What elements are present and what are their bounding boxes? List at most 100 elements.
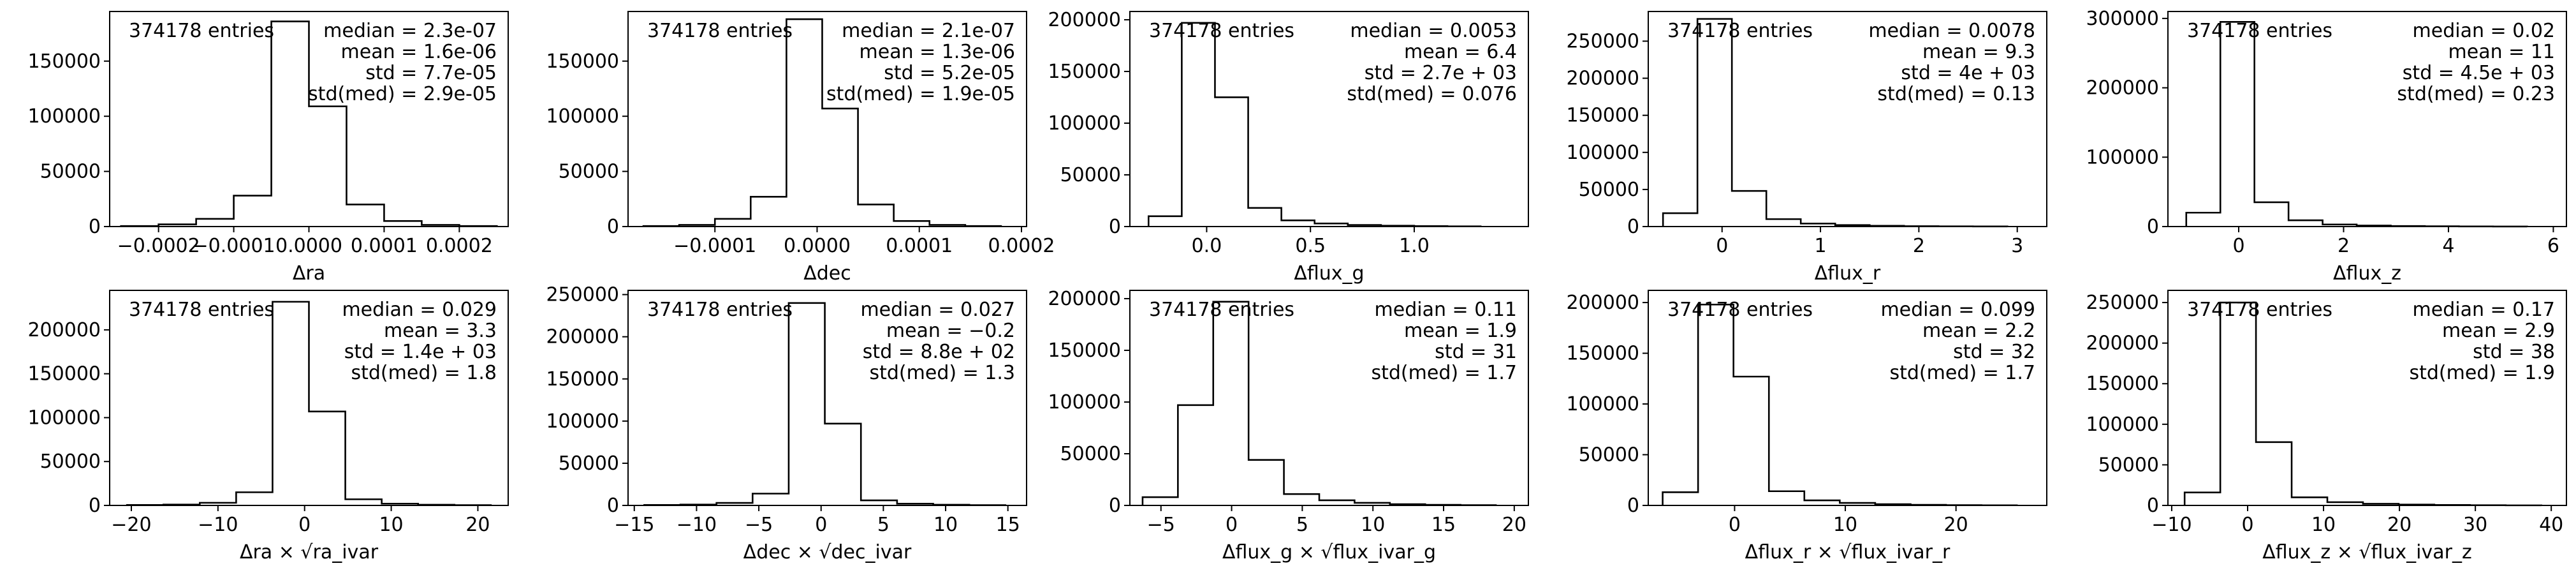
x-tick-label: −5 — [745, 514, 773, 536]
y-tick-label: 0 — [2147, 495, 2159, 517]
stats-line: std = 7.7e-05 — [365, 62, 497, 84]
y-tick-label: 200000 — [27, 319, 101, 341]
y-tick-label: 50000 — [1579, 444, 1639, 466]
y-tick-label: 150000 — [1048, 340, 1121, 362]
x-tick-label: 0 — [2241, 514, 2253, 536]
x-tick-label: 0.0002 — [988, 235, 1055, 257]
y-tick-label: 50000 — [1060, 443, 1121, 465]
x-tick-label: 15 — [1431, 514, 1456, 536]
stats-line: median = 0.11 — [1375, 299, 1517, 321]
stats-line: mean = 6.4 — [1404, 41, 1517, 63]
stats-line: median = 2.1e-07 — [842, 20, 1015, 42]
y-tick-label: 0 — [2147, 216, 2159, 238]
stats-line: std = 4.5e + 03 — [2403, 62, 2555, 84]
x-axis-label: Δra — [293, 262, 325, 285]
x-tick-label: 20 — [2387, 514, 2411, 536]
x-tick-label: 0.0000 — [275, 235, 342, 257]
y-tick-label: 150000 — [1566, 343, 1639, 365]
entries-annotation: 374178 entries — [1667, 299, 1813, 321]
entries-annotation: 374178 entries — [129, 299, 274, 321]
x-tick-label: 0 — [1226, 514, 1238, 536]
y-tick-label: 100000 — [2086, 146, 2159, 168]
y-tick-label: 100000 — [1566, 393, 1639, 415]
y-tick-label: 100000 — [27, 105, 101, 128]
axes-frame — [109, 290, 509, 506]
histogram-panel-5: 0 2 4 6 0 100000 200000 300000 Δflux_z 374178 ent… — [2086, 8, 2567, 285]
y-tick-label: 50000 — [559, 161, 619, 183]
entries-annotation: 374178 entries — [647, 20, 793, 42]
histogram-panel-8: −5 0 5 10 15 20 0 50000 100000 150000 200000 Δflux_… — [1048, 288, 1529, 563]
x-tick-label: 6 — [2547, 235, 2559, 257]
x-tick-label: −10 — [198, 514, 238, 536]
stats-line: mean = 2.2 — [1922, 320, 2035, 342]
stats-line: median = 0.02 — [2413, 20, 2555, 42]
x-axis-label: Δflux_g × √flux_ivar_g — [1222, 541, 1436, 563]
x-tick-label: 0 — [1716, 235, 1728, 257]
stats-line: median = 0.0078 — [1868, 20, 2035, 42]
stats-line: mean = −0.2 — [886, 320, 1015, 342]
x-tick-label: 0.0000 — [784, 235, 851, 257]
histogram-panel-6: −20 −10 0 10 20 0 50000 100000 150000 200000 Δra ×… — [27, 290, 509, 563]
y-tick-label: 100000 — [1048, 112, 1121, 135]
axes-frame — [627, 11, 1027, 227]
stats-line: median = 2.3e-07 — [323, 20, 497, 42]
y-tick-label: 50000 — [1060, 164, 1121, 186]
y-tick-label: 100000 — [546, 105, 619, 128]
histogram-step-line — [643, 302, 1007, 506]
histogram-step-line — [126, 301, 492, 506]
x-axis-label: Δflux_z × √flux_ivar_z — [2262, 541, 2471, 563]
x-tick-label: −0.0002 — [117, 235, 200, 257]
x-tick-label: 10 — [379, 514, 403, 536]
histogram-panel-2: −0.0001 0.0000 0.0001 0.0002 0 50000 100000 150… — [546, 11, 1055, 285]
x-tick-label: 0 — [2232, 235, 2244, 257]
x-tick-label: 2 — [1913, 235, 1925, 257]
axes-frame — [1648, 11, 2047, 227]
x-tick-label: 40 — [2539, 514, 2563, 536]
stats-line: std = 5.2e-05 — [884, 62, 1015, 84]
stats-line: std(med) = 0.23 — [2397, 83, 2555, 105]
y-tick-label: 100000 — [1048, 391, 1121, 414]
x-tick-label: 20 — [1502, 514, 1526, 536]
stats-line: std(med) = 1.7 — [1372, 362, 1518, 384]
entries-annotation: 374178 entries — [129, 20, 274, 42]
x-tick-label: 0.5 — [1295, 235, 1326, 257]
y-tick-label: 0 — [607, 495, 619, 517]
y-tick-label: 0 — [1109, 216, 1121, 238]
x-tick-label: 0 — [298, 514, 311, 536]
y-tick-label: 200000 — [2086, 332, 2159, 355]
x-tick-label: −10 — [2151, 514, 2192, 536]
y-tick-label: 200000 — [1048, 288, 1121, 310]
entries-annotation: 374178 entries — [2187, 299, 2332, 321]
x-axis-label: Δdec × √dec_ivar — [743, 541, 912, 563]
x-tick-label: 0.0002 — [426, 235, 493, 257]
x-axis-label: Δdec — [803, 262, 851, 285]
x-tick-label: 5 — [1296, 514, 1308, 536]
x-tick-label: 3 — [2011, 235, 2023, 257]
x-axis-label: Δflux_g — [1294, 262, 1364, 285]
stats-line: mean = 1.9 — [1404, 320, 1517, 342]
stats-line: std = 8.8e + 02 — [863, 341, 1015, 363]
y-tick-label: 200000 — [1566, 68, 1639, 90]
y-tick-label: 100000 — [1566, 142, 1639, 164]
x-tick-label: −5 — [1147, 514, 1175, 536]
histogram-panel-4: 0 1 2 3 0 50000 100000 150000 200000 250000 Δflux_… — [1566, 11, 2047, 285]
x-tick-label: 1.0 — [1399, 235, 1430, 257]
x-tick-label: 0.0001 — [351, 235, 418, 257]
x-axis-label: Δflux_r × √flux_ivar_r — [1745, 541, 1950, 563]
x-tick-label: 15 — [996, 514, 1020, 536]
y-tick-label: 150000 — [1048, 61, 1121, 83]
entries-annotation: 374178 entries — [1149, 299, 1294, 321]
y-tick-label: 200000 — [1566, 292, 1639, 314]
x-tick-label: 1 — [1815, 235, 1827, 257]
y-tick-label: 200000 — [1048, 9, 1121, 31]
y-tick-label: 150000 — [27, 50, 101, 73]
y-tick-label: 150000 — [546, 368, 619, 391]
y-tick-label: 0 — [89, 495, 101, 517]
axes-frame — [2167, 11, 2567, 227]
entries-annotation: 374178 entries — [2187, 20, 2332, 42]
x-axis-label: Δflux_r — [1815, 262, 1881, 285]
y-tick-label: 150000 — [2086, 373, 2159, 395]
y-tick-label: 150000 — [1566, 105, 1639, 127]
axes-frame — [1129, 290, 1529, 506]
